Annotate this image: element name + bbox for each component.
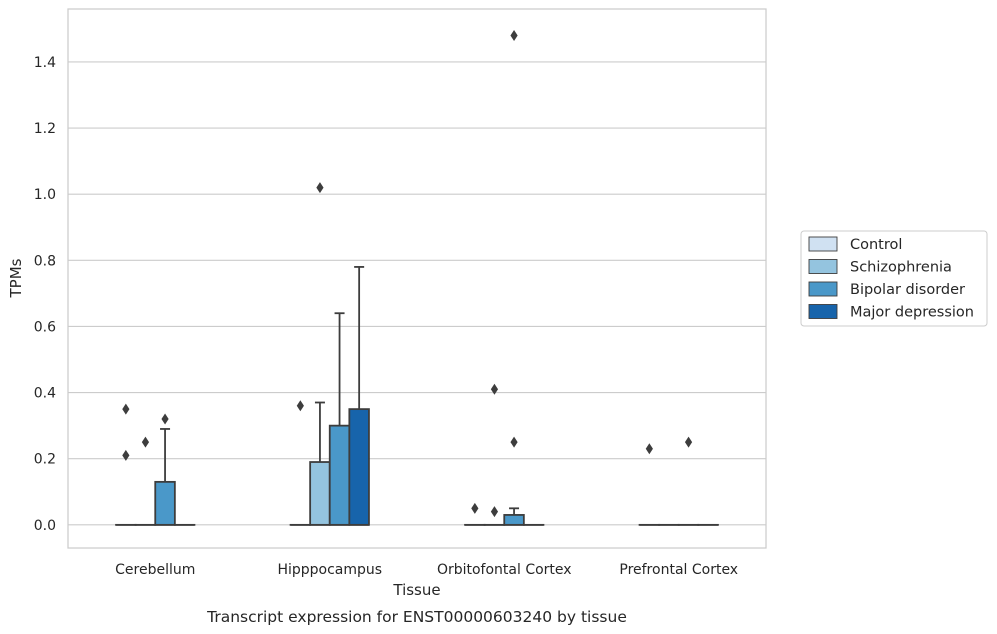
box bbox=[154, 480, 176, 526]
outlier-point bbox=[122, 403, 130, 415]
plot-area-frame bbox=[67, 8, 767, 549]
outlier-point bbox=[316, 182, 324, 194]
box-group bbox=[309, 182, 331, 526]
y-tick-label: 0.2 bbox=[34, 452, 56, 468]
legend-swatch bbox=[808, 236, 838, 252]
outlier-point bbox=[296, 400, 304, 412]
outlier-point bbox=[645, 443, 653, 455]
y-tick-label: 0.4 bbox=[34, 386, 56, 402]
legend-label: Bipolar disorder bbox=[850, 282, 965, 298]
legend-swatch bbox=[808, 259, 838, 274]
y-tick-label: 0.0 bbox=[34, 518, 56, 534]
outlier-point bbox=[141, 436, 150, 448]
box-group bbox=[503, 29, 525, 526]
x-axis-label: Tissue bbox=[392, 581, 440, 599]
box-group bbox=[289, 400, 312, 526]
x-axis-ticks: Cerebellum Hipppocampus Orbitofontal Corte… bbox=[115, 562, 738, 578]
box-group bbox=[328, 312, 351, 526]
outlier-point bbox=[122, 449, 130, 461]
y-tick-label: 1.4 bbox=[34, 55, 56, 71]
chart-caption: Transcript expression for ENST0000060324… bbox=[206, 608, 627, 626]
legend-label: Control bbox=[850, 237, 902, 253]
outlier-point bbox=[510, 436, 518, 448]
x-tick-label: Cerebellum bbox=[115, 562, 195, 578]
outlier-point bbox=[684, 436, 693, 448]
box-group bbox=[483, 383, 506, 526]
legend-frame bbox=[800, 230, 988, 327]
legend-swatch bbox=[808, 304, 838, 319]
outlier-point bbox=[161, 413, 169, 425]
box-group bbox=[677, 436, 700, 526]
box-group bbox=[464, 502, 486, 526]
grid-lines bbox=[68, 61, 766, 526]
legend-label: Major depression bbox=[850, 305, 974, 321]
x-tick-label: Hipppocampus bbox=[277, 562, 382, 578]
outlier-point bbox=[471, 502, 479, 514]
box-group bbox=[134, 436, 157, 526]
outlier-point bbox=[490, 506, 499, 518]
box bbox=[328, 424, 351, 526]
box bbox=[309, 461, 331, 526]
x-tick-label: Orbitofontal Cortex bbox=[437, 562, 572, 578]
legend-label: Schizophrenia bbox=[850, 260, 952, 276]
y-tick-label: 1.0 bbox=[34, 187, 56, 203]
y-axis-ticks: 0.0 0.2 0.4 0.6 0.8 1.0 1.2 1.4 bbox=[34, 55, 56, 534]
y-tick-label: 1.2 bbox=[34, 121, 56, 137]
y-tick-label: 0.8 bbox=[34, 253, 56, 269]
box-group bbox=[348, 266, 370, 526]
y-tick-label: 0.6 bbox=[34, 319, 56, 335]
legend: Control Schizophrenia Bipolar disorder Majo… bbox=[800, 230, 988, 327]
outlier-point bbox=[510, 29, 518, 41]
legend-swatch bbox=[808, 281, 838, 297]
box-group bbox=[154, 413, 176, 526]
box-group bbox=[638, 443, 661, 526]
y-axis-label: TPMs bbox=[7, 258, 25, 298]
outlier-point bbox=[490, 383, 499, 395]
box bbox=[503, 514, 525, 526]
box-group bbox=[115, 403, 137, 526]
x-tick-label: Prefrontal Cortex bbox=[619, 562, 738, 578]
box-plot-marks bbox=[115, 29, 719, 526]
box bbox=[348, 408, 370, 526]
